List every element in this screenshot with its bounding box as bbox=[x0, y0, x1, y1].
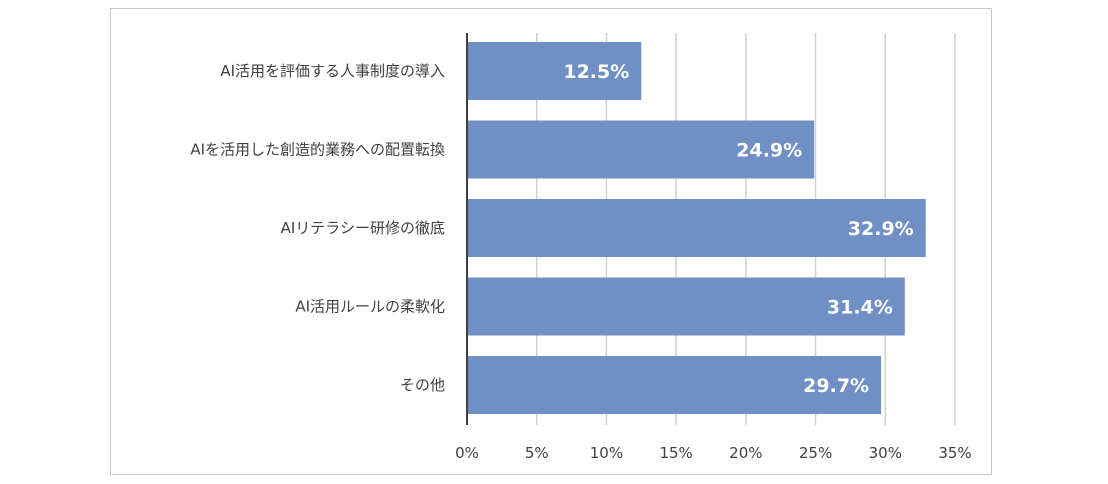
x-tick-label: 10% bbox=[590, 444, 623, 462]
bar bbox=[467, 199, 926, 257]
category-label: AIリテラシー研修の徹底 bbox=[281, 219, 445, 237]
category-label: AI活用を評価する人事制度の導入 bbox=[220, 62, 445, 80]
data-label: 24.9% bbox=[736, 140, 802, 162]
data-label: 31.4% bbox=[827, 297, 893, 319]
x-tick-label: 5% bbox=[525, 444, 549, 462]
x-tick-label: 30% bbox=[869, 444, 902, 462]
bar bbox=[467, 277, 905, 336]
bar bbox=[467, 120, 815, 179]
bars: 12.5% 24.9% 32.9% 31.4% 29.7% bbox=[467, 42, 926, 414]
x-tick-label: 15% bbox=[659, 444, 692, 462]
data-label: 32.9% bbox=[848, 218, 914, 240]
bar bbox=[467, 356, 882, 414]
bar bbox=[467, 42, 642, 100]
chart-frame bbox=[110, 8, 992, 475]
x-tick-label: 0% bbox=[455, 444, 479, 462]
category-labels: AI活用を評価する人事制度の導入 AIを活用した創造的業務への配置転換 AIリテラシ… bbox=[190, 62, 445, 394]
x-tick-labels: 0% 5% 10% 15% 20% 25% 30% 35% bbox=[455, 444, 972, 462]
category-label: AIを活用した創造的業務への配置転換 bbox=[190, 141, 445, 159]
x-tick-label: 35% bbox=[938, 444, 971, 462]
x-tick-label: 20% bbox=[729, 444, 762, 462]
category-label: AI活用ルールの柔軟化 bbox=[295, 298, 445, 316]
data-label: 12.5% bbox=[563, 61, 629, 83]
x-tick-label: 25% bbox=[799, 444, 832, 462]
data-label: 29.7% bbox=[803, 375, 869, 397]
category-label: その他 bbox=[400, 376, 445, 394]
